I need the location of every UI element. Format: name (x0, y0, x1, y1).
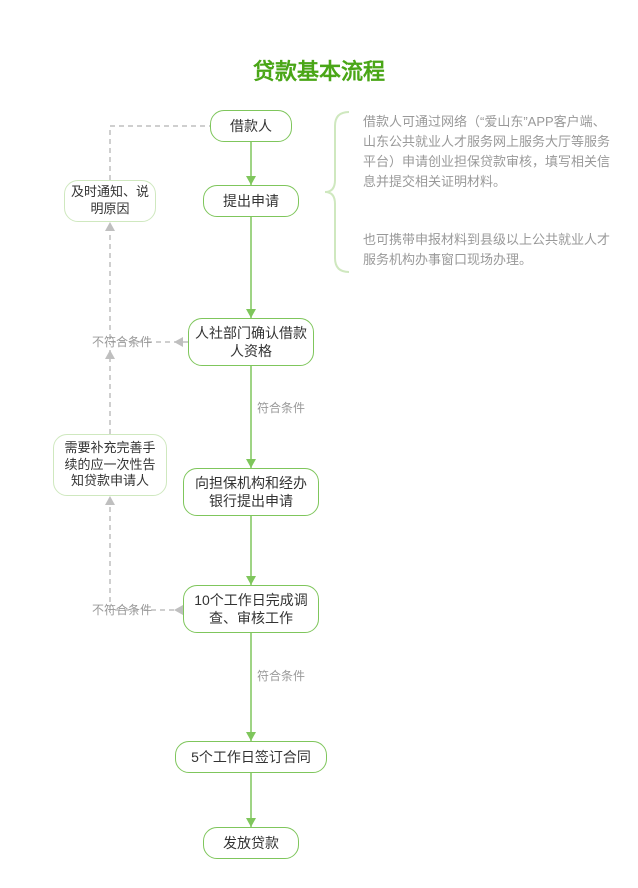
node-disburse: 发放贷款 (203, 827, 299, 859)
node-review: 10个工作日完成调查、审核工作 (183, 585, 319, 633)
label-pass-1: 符合条件 (257, 400, 305, 417)
node-supplement: 需要补充完善手续的应一次性告知贷款申请人 (53, 434, 167, 496)
label-fail-2: 不符合条件 (92, 602, 152, 619)
node-apply: 提出申请 (203, 185, 299, 217)
node-submit: 向担保机构和经办银行提出申请 (183, 468, 319, 516)
node-sign: 5个工作日签订合同 (175, 741, 327, 773)
node-notify: 及时通知、说明原因 (64, 180, 156, 222)
node-borrower: 借款人 (210, 110, 292, 142)
flowchart-title: 贷款基本流程 (0, 54, 638, 86)
annotation-offline: 也可携带申报材料到县级以上公共就业人才服务机构办事窗口现场办理。 (363, 230, 613, 270)
node-confirm: 人社部门确认借款人资格 (188, 318, 314, 366)
label-fail-1: 不符合条件 (92, 334, 152, 351)
label-pass-2: 符合条件 (257, 668, 305, 685)
annotation-online: 借款人可通过网络（“爱山东”APP客户端、山东公共就业人才服务网上服务大厅等服务… (363, 112, 613, 193)
